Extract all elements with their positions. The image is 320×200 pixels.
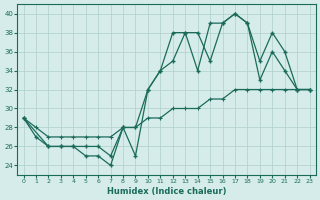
X-axis label: Humidex (Indice chaleur): Humidex (Indice chaleur)	[107, 187, 226, 196]
